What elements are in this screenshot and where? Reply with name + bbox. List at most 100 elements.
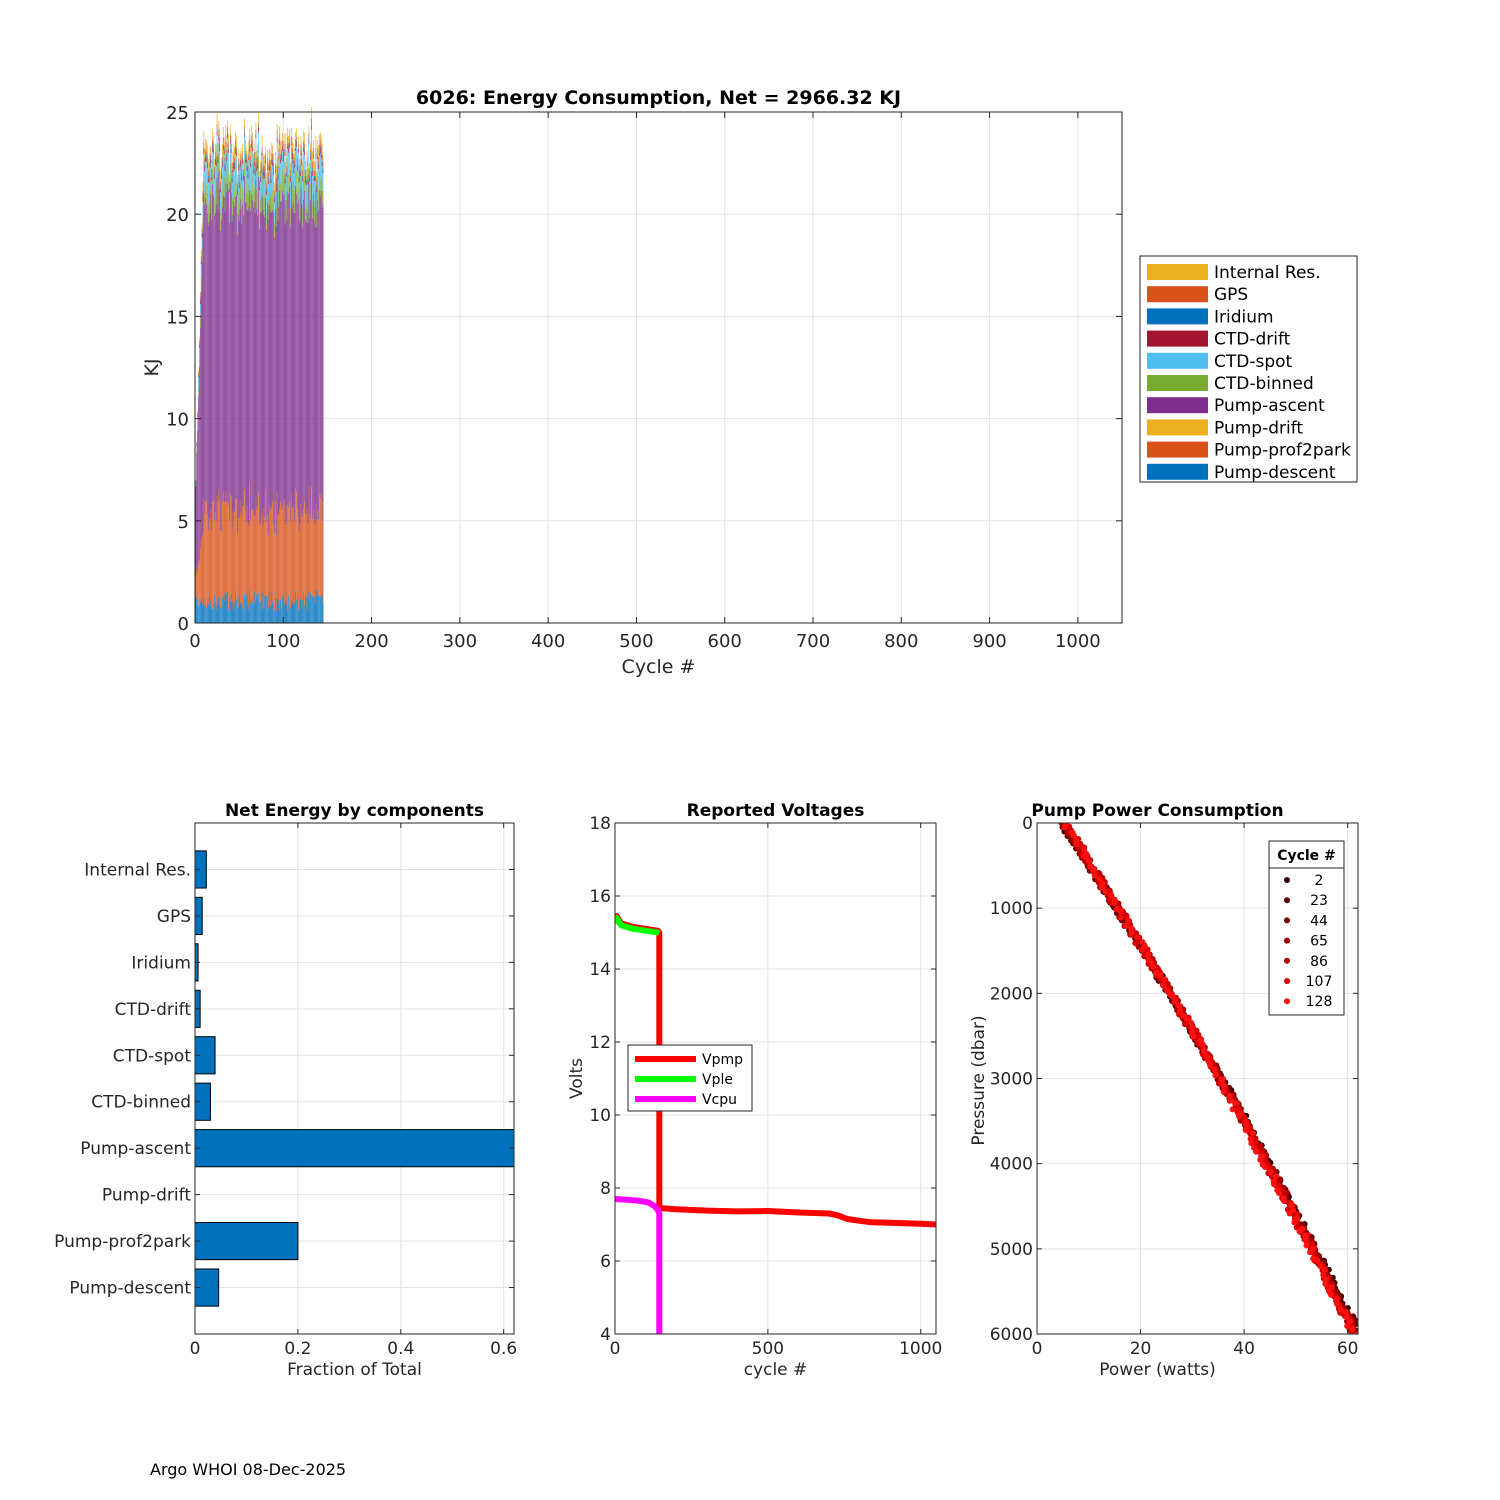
energy-bar-segment [285, 177, 287, 200]
energy-bar-segment [212, 151, 214, 169]
energy-bar-segment [301, 513, 303, 608]
energy-bar-segment [261, 195, 263, 513]
energy-bar-segment [234, 165, 236, 170]
x-tick-label: 0.6 [490, 1339, 517, 1359]
energy-bar-segment [295, 145, 296, 148]
energy-bar-segment [203, 143, 205, 149]
energy-bar-segment [257, 155, 259, 162]
scatter-point [1296, 1228, 1303, 1235]
energy-bar-segment [271, 152, 273, 158]
energy-bar-segment [293, 160, 295, 167]
energy-bar-segment [268, 170, 270, 191]
energy-bar-segment [307, 174, 309, 179]
energy-bar-segment [214, 151, 216, 158]
energy-bar-segment [208, 176, 210, 179]
energy-bar-segment [241, 176, 243, 181]
energy-bar-segment [312, 519, 313, 596]
energy-bar-segment [238, 188, 240, 203]
energy-bar-segment [201, 228, 203, 234]
energy-bar-segment [290, 136, 292, 141]
energy-bar-segment [286, 172, 288, 174]
energy-bar-segment [259, 171, 261, 177]
energy-bar-segment [221, 219, 222, 532]
energy-bar-segment [261, 147, 263, 151]
energy-bar-segment [248, 610, 250, 623]
x-tick-label: 20 [1130, 1339, 1152, 1359]
energy-bar-segment [290, 494, 292, 600]
scatter-point [1337, 1306, 1344, 1313]
energy-bar-segment [199, 607, 200, 623]
energy-bar-segment [320, 596, 321, 623]
energy-bar-segment [225, 146, 227, 163]
energy-bar-segment [215, 162, 217, 167]
energy-bar-segment [287, 505, 289, 611]
energy-bar-segment [215, 144, 217, 157]
energy-bar-segment [255, 157, 257, 180]
energy-bar-segment [317, 155, 319, 160]
energy-bar-segment [311, 126, 312, 130]
energy-bar-segment [225, 182, 227, 492]
energy-bar-segment [203, 174, 205, 193]
energy-bar-segment [292, 601, 294, 623]
x-tick-label: 600 [708, 631, 742, 652]
energy-bar-segment [292, 163, 294, 182]
scatter-point [1344, 1323, 1351, 1330]
energy-bar-segment [298, 218, 300, 532]
energy-bar-segment [257, 597, 259, 623]
energy-bar-segment [290, 146, 292, 162]
scatter-point [1302, 1236, 1309, 1243]
energy-bar-segment [320, 153, 321, 179]
energy-bar-segment [268, 159, 270, 166]
energy-bar-segment [225, 141, 227, 147]
energy-bar-segment [231, 183, 233, 199]
scatter-point [1125, 917, 1132, 924]
energy-bar-segment [283, 499, 285, 605]
energy-bar-segment [297, 591, 298, 623]
energy-bar-segment [295, 591, 296, 623]
energy-bar-segment [238, 180, 240, 184]
energy-bar-segment [216, 135, 218, 156]
energy-bar-segment [257, 168, 259, 192]
energy-bar-segment [264, 195, 266, 218]
energy-bar-segment [218, 171, 220, 488]
energy-bar-segment [254, 170, 256, 176]
energy-bar-segment [216, 177, 218, 497]
energy-bar-segment [226, 161, 228, 178]
energy-bar-segment [229, 138, 231, 141]
energy-bar-segment [217, 159, 219, 163]
energy-bar-segment [303, 152, 304, 179]
energy-bar-segment [259, 214, 260, 229]
energy-bar-segment [259, 199, 261, 213]
energy-bar-segment [245, 163, 247, 182]
energy-bar-segment [265, 160, 266, 164]
energy-bar-segment [307, 178, 309, 181]
scatter-point [1235, 1112, 1242, 1119]
energy-bar-segment [231, 179, 233, 184]
energy-bar-segment [252, 153, 254, 164]
legend-label: 65 [1310, 934, 1328, 950]
energy-bar-segment [291, 159, 293, 186]
energy-bar-segment [223, 144, 225, 149]
scatter-point [1266, 1164, 1273, 1171]
energy-bar-segment [232, 527, 234, 610]
energy-bar-segment [260, 192, 262, 213]
energy-bar-segment [211, 180, 213, 199]
energy-bar-segment [266, 190, 267, 195]
legend-label: Pump-drift [1214, 418, 1303, 438]
chart-title: Pump Power Consumption [1031, 801, 1283, 821]
y-tick-label: 18 [589, 814, 611, 834]
energy-bar-segment [269, 164, 271, 167]
energy-bar-segment [208, 162, 210, 172]
energy-chart: 0 100 200 300 400 500 600 700 800 900 100005101520… [141, 87, 1358, 678]
x-tick-label: 0.4 [387, 1339, 414, 1359]
energy-bar-segment [285, 151, 287, 156]
energy-bar-segment [240, 154, 242, 160]
energy-bar-segment [213, 142, 214, 148]
energy-bar-segment [278, 601, 280, 623]
y-tick-label: 10 [589, 1106, 611, 1126]
energy-bar-segment [245, 154, 247, 159]
energy-bar-segment [195, 484, 197, 487]
energy-bar-segment [268, 166, 270, 171]
energy-bar-segment [259, 171, 260, 181]
energy-bar-segment [244, 131, 245, 134]
